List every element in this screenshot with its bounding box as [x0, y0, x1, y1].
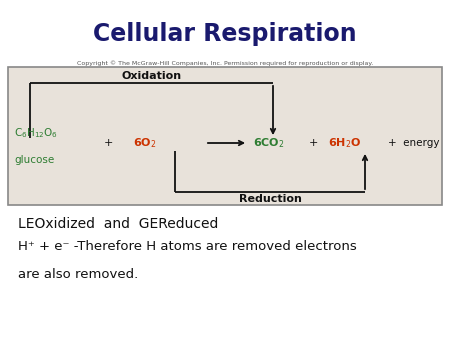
Text: +: +	[104, 138, 112, 148]
Text: are also removed.: are also removed.	[18, 268, 138, 281]
Text: 6O$_2$: 6O$_2$	[133, 136, 157, 150]
Text: LEOxidized  and  GEReduced: LEOxidized and GEReduced	[18, 217, 218, 231]
Text: Cellular Respiration: Cellular Respiration	[93, 22, 357, 46]
Text: glucose: glucose	[14, 155, 54, 165]
Text: +  energy: + energy	[388, 138, 440, 148]
Text: Reduction: Reduction	[238, 194, 302, 204]
Bar	[8, 67, 442, 205]
Text: 6CO$_2$: 6CO$_2$	[253, 136, 284, 150]
Text: Copyright © The McGraw-Hill Companies, Inc. Permission required for reproduction: Copyright © The McGraw-Hill Companies, I…	[77, 60, 373, 66]
Text: Oxidation: Oxidation	[122, 71, 181, 81]
Text: H⁺ + e⁻ -Therefore H atoms are removed electrons: H⁺ + e⁻ -Therefore H atoms are removed e…	[18, 240, 357, 253]
Text: 6H$_2$O: 6H$_2$O	[328, 136, 361, 150]
Text: +: +	[308, 138, 318, 148]
Text: C$_6$H$_{12}$O$_6$: C$_6$H$_{12}$O$_6$	[14, 126, 58, 140]
